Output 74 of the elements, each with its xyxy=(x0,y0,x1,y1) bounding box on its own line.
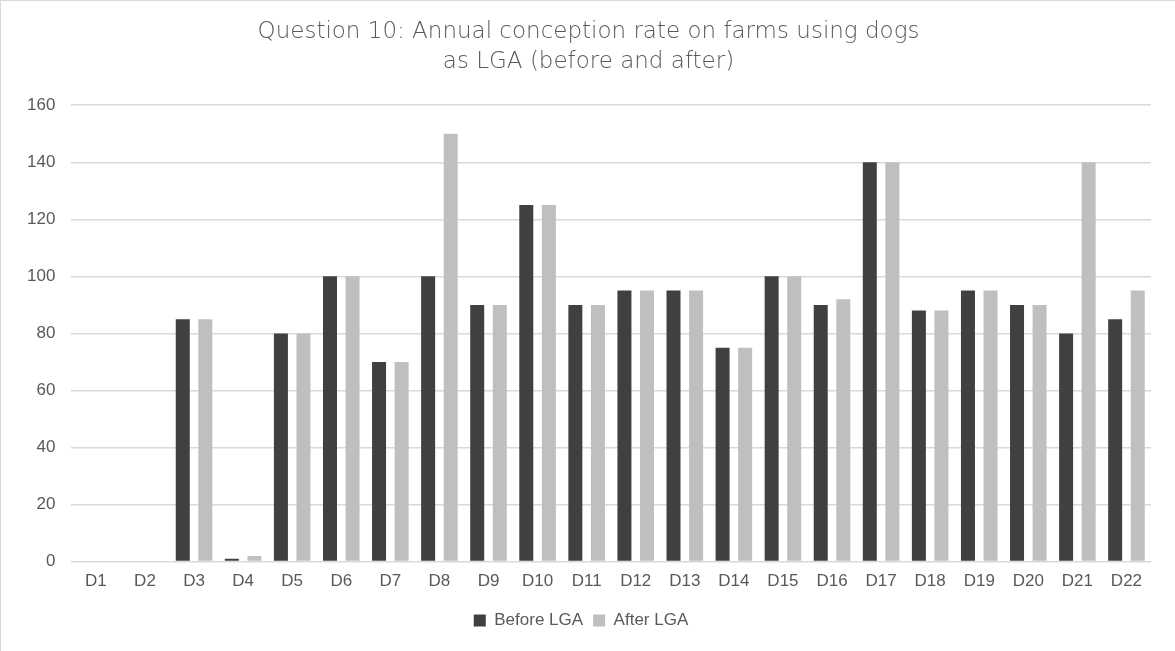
x-tick-label: D7 xyxy=(379,571,402,591)
x-tick-label: D12 xyxy=(620,571,652,591)
y-tick-label: 20 xyxy=(36,494,56,514)
x-tick-label: D5 xyxy=(281,571,304,591)
y-tick-label: 0 xyxy=(45,551,56,571)
x-tick-label: D6 xyxy=(330,571,353,591)
bar xyxy=(224,558,239,561)
legend-label: After LGA xyxy=(613,610,689,630)
bar xyxy=(443,133,458,561)
bar xyxy=(345,276,360,561)
bar xyxy=(787,276,802,561)
bar xyxy=(960,290,975,561)
bar xyxy=(640,290,654,561)
bar xyxy=(911,310,926,561)
x-tick-label: D15 xyxy=(767,571,799,591)
x-tick-label: D2 xyxy=(134,571,156,591)
bar xyxy=(519,205,534,561)
bar xyxy=(175,319,190,561)
y-tick-label: 120 xyxy=(26,208,56,228)
bar xyxy=(862,162,877,561)
bar xyxy=(983,290,998,561)
x-tick-label: D8 xyxy=(428,571,451,591)
legend-label: Before LGA xyxy=(494,610,584,630)
bar xyxy=(470,304,485,561)
x-tick-label: D21 xyxy=(1061,571,1093,591)
bar xyxy=(885,162,900,561)
bar xyxy=(322,276,337,561)
bar xyxy=(394,361,409,561)
bar xyxy=(492,304,507,561)
x-tick-label: D1 xyxy=(85,571,107,591)
bar xyxy=(666,290,681,561)
bar xyxy=(273,333,288,561)
bar xyxy=(1032,304,1047,561)
bar xyxy=(813,304,828,561)
bar xyxy=(296,333,311,561)
x-tick-label: D10 xyxy=(521,571,554,591)
x-tick-label: D3 xyxy=(183,571,205,591)
y-tick-label: 140 xyxy=(26,151,56,171)
y-tick-label: 60 xyxy=(36,380,56,400)
bar xyxy=(1059,333,1074,561)
bar xyxy=(764,276,779,561)
bar xyxy=(689,290,704,561)
x-tick-label: D16 xyxy=(816,571,848,591)
chart-title: Question 10: Annual conception rate on farms using dogs as LGA (before and after) xyxy=(256,16,921,75)
bar xyxy=(247,555,262,561)
bar xyxy=(541,205,556,561)
bar xyxy=(1130,290,1145,561)
bar xyxy=(738,347,753,561)
bar xyxy=(617,290,632,561)
x-tick-label: D4 xyxy=(232,571,254,591)
bar xyxy=(1108,319,1123,561)
bar xyxy=(568,304,583,561)
bar xyxy=(715,347,730,561)
x-tick-label: D17 xyxy=(865,571,897,591)
y-tick-label: 80 xyxy=(36,323,56,343)
y-tick-label: 40 xyxy=(36,437,56,457)
x-tick-label: D18 xyxy=(914,571,946,591)
bar xyxy=(1081,162,1096,561)
x-tick-label: D14 xyxy=(718,571,750,591)
bar xyxy=(421,276,436,561)
bar xyxy=(590,304,605,561)
bar xyxy=(372,361,387,561)
x-tick-label: D19 xyxy=(963,571,995,591)
x-tick-label: D9 xyxy=(477,571,500,591)
x-tick-label: D11 xyxy=(571,571,602,591)
bar xyxy=(934,310,949,561)
bar xyxy=(1010,304,1025,561)
x-tick-label: D13 xyxy=(669,571,701,591)
bar xyxy=(836,299,851,561)
bar xyxy=(198,319,213,561)
x-tick-label: D20 xyxy=(1012,571,1044,591)
y-tick-label: 100 xyxy=(26,266,56,286)
y-tick-label: 160 xyxy=(26,94,56,114)
x-tick-label: D22 xyxy=(1110,571,1143,591)
